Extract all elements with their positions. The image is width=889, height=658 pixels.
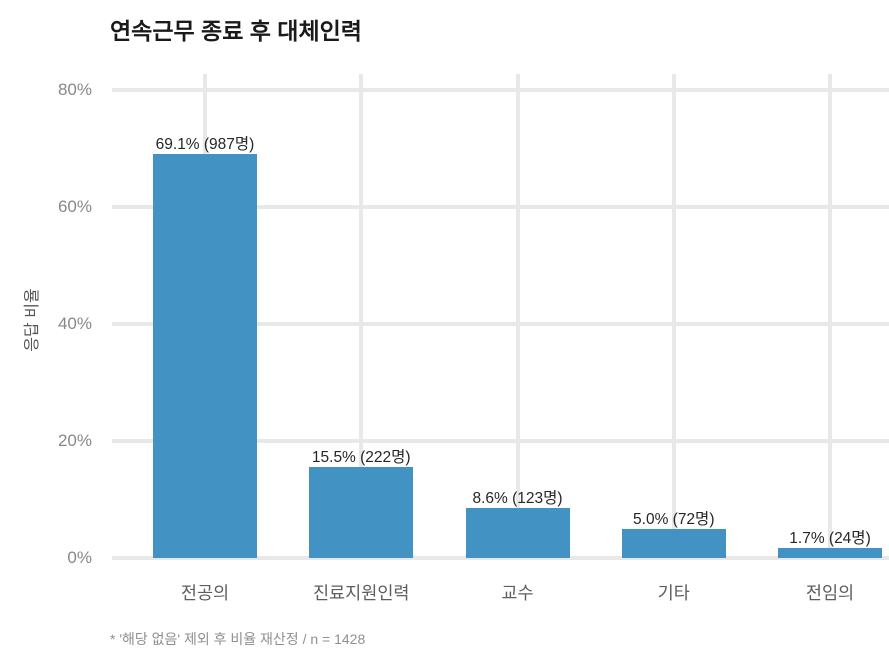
bar-value-label-1: 69.1% (987명) <box>155 135 255 153</box>
chart-title: 연속근무 종료 후 대체인력 <box>110 18 362 44</box>
gridline-horizontal-0% <box>112 556 889 560</box>
gridline-horizontal-20% <box>112 439 889 443</box>
y-tick-label-20%: 20% <box>57 431 92 450</box>
y-tick-label-0%: 0% <box>67 548 92 567</box>
plot-area: 69.1% (987명) 15.5% (222명) 8.6% (123명) 5.0% … <box>112 74 889 560</box>
gridline-vertical-5 <box>828 74 832 558</box>
x-tick-label-2: 진료지원인력 <box>312 583 410 603</box>
bar-4 <box>621 528 726 558</box>
footnote: * '해당 없음' 제외 후 비율 재산정 / n = 1428 <box>110 631 366 647</box>
bar-value-label-4: 5.0% (72명) <box>633 510 715 528</box>
gridline-horizontal-40% <box>112 322 889 326</box>
x-tick-label-1: 전공의 <box>180 583 230 603</box>
y-tick-label-60%: 60% <box>57 197 92 216</box>
bar-5 <box>778 548 882 558</box>
y-tick-label-80%: 80% <box>57 80 92 99</box>
gridline-horizontal-60% <box>112 205 889 209</box>
gridline-horizontal-80% <box>112 88 889 92</box>
bar-1 <box>153 153 257 558</box>
gridline-vertical-3 <box>515 74 520 558</box>
bar-3 <box>465 507 570 558</box>
gridline-vertical-2 <box>359 74 364 558</box>
bar-2 <box>309 467 414 558</box>
y-tick-label-40%: 40% <box>57 314 92 333</box>
bar-value-label-5: 1.7% (24명) <box>789 530 871 548</box>
x-tick-label-5: 전임의 <box>805 583 855 603</box>
gridline-vertical-4 <box>671 74 676 558</box>
x-tick-label-4: 기타 <box>657 583 690 603</box>
x-tick-label-3: 교수 <box>501 583 534 603</box>
bar-value-label-3: 8.6% (123명) <box>472 489 563 507</box>
bar-value-label-2: 15.5% (222명) <box>311 449 411 467</box>
